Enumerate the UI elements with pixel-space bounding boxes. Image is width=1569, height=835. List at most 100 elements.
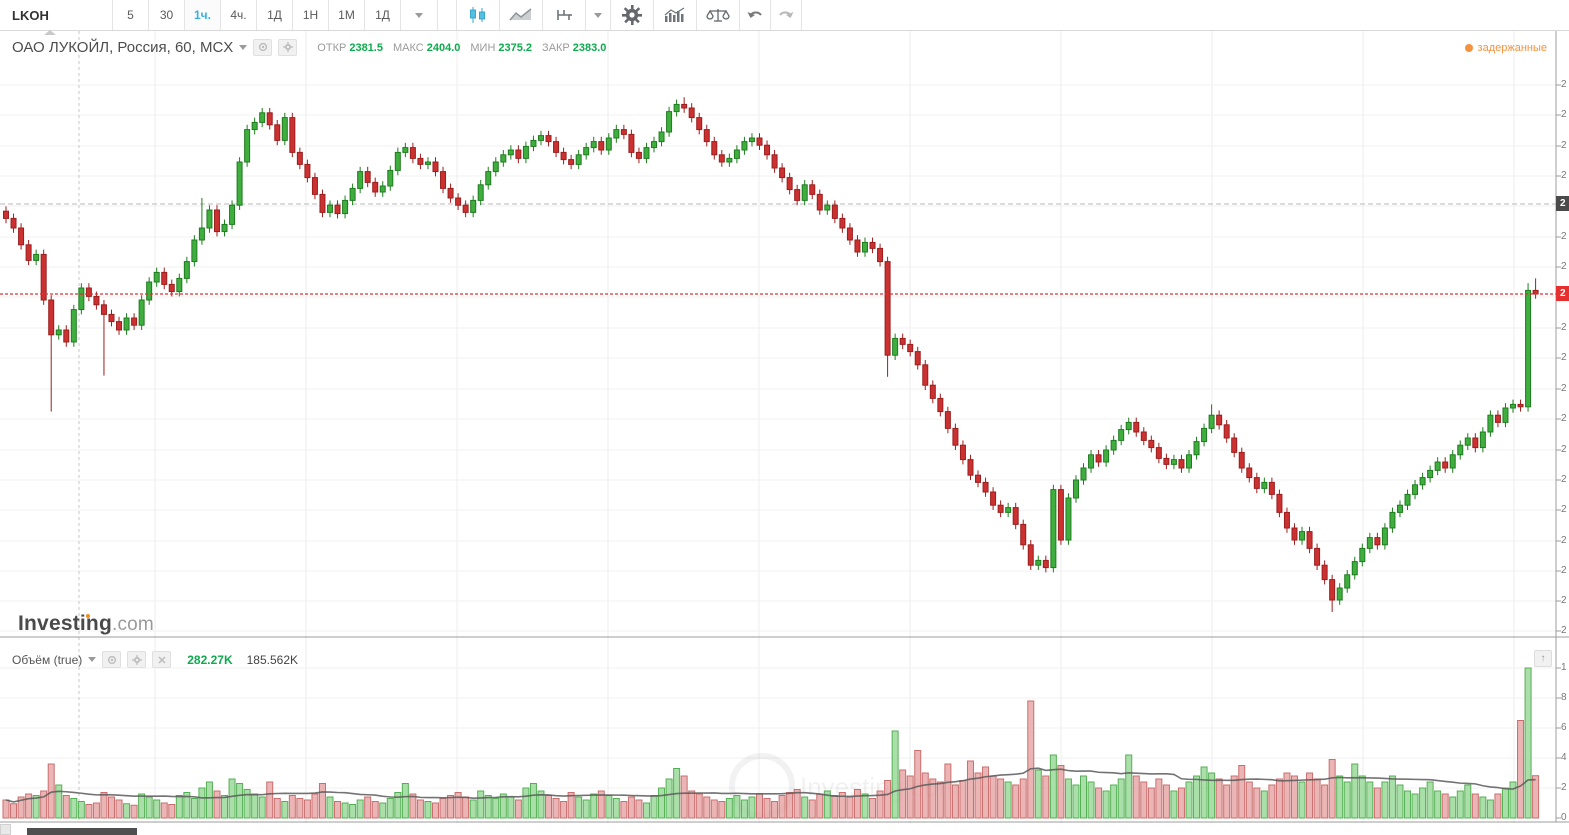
volume-bar xyxy=(522,787,530,819)
volume-bar xyxy=(1524,667,1532,819)
volume-visibility-chip[interactable] xyxy=(102,651,122,668)
volume-bar xyxy=(597,790,605,819)
redo-icon xyxy=(779,11,794,18)
volume-bar xyxy=(590,793,598,819)
chevron-down-icon[interactable] xyxy=(239,44,248,50)
volume-bar xyxy=(107,796,115,819)
line-style-button[interactable] xyxy=(500,0,543,30)
candle-body xyxy=(748,137,755,143)
candle-body xyxy=(846,227,853,241)
volume-bar xyxy=(1155,778,1163,819)
timeframe-button-1Д[interactable]: 1Д xyxy=(365,0,401,30)
candle-body xyxy=(289,117,296,153)
candle-body xyxy=(100,304,107,315)
candle-body xyxy=(70,309,77,343)
timeframe-button-4ч.[interactable]: 4ч. xyxy=(221,0,257,30)
volume-bar xyxy=(1441,793,1449,819)
candle-body xyxy=(1005,507,1012,513)
candle-body xyxy=(221,223,228,233)
candle-body xyxy=(1502,407,1509,423)
volume-bar xyxy=(951,784,959,819)
volume-close-chip[interactable] xyxy=(152,651,172,668)
volume-bar xyxy=(1471,793,1479,819)
scrollbar-corner[interactable] xyxy=(0,824,11,835)
volume-bar xyxy=(1426,781,1434,819)
chevron-down-icon[interactable] xyxy=(88,657,97,662)
timeframe-more-button[interactable] xyxy=(401,0,438,30)
volume-bar xyxy=(507,796,515,819)
undo-button[interactable] xyxy=(740,0,771,30)
candle-body xyxy=(1412,484,1419,495)
candle-body xyxy=(357,171,364,189)
interval-caret-button[interactable] xyxy=(586,0,611,30)
volume-bar xyxy=(906,775,914,819)
candle-body xyxy=(153,271,160,283)
volume-bar xyxy=(1411,793,1419,819)
candle-body xyxy=(1464,437,1471,446)
timeframe-button-1М[interactable]: 1М xyxy=(329,0,365,30)
volume-bar xyxy=(409,793,417,819)
volume-bar xyxy=(936,781,944,819)
candle-body xyxy=(3,210,9,219)
candle-body xyxy=(1344,574,1351,589)
indicators-button[interactable] xyxy=(654,0,697,30)
candle-body xyxy=(959,444,966,461)
volume-bar xyxy=(1434,790,1442,819)
timeframe-button-1Н[interactable]: 1Н xyxy=(293,0,329,30)
candle-body xyxy=(605,137,612,151)
visibility-chip[interactable] xyxy=(253,38,273,56)
expand-pane-button[interactable]: ↑ xyxy=(1534,650,1552,667)
candle-body xyxy=(311,177,318,195)
candle-body xyxy=(176,277,183,293)
volume-bar xyxy=(1381,781,1389,819)
candle-body xyxy=(1170,459,1177,465)
timeframe-button-1Д[interactable]: 1Д xyxy=(257,0,293,30)
candle-body xyxy=(1050,489,1057,569)
candle-body xyxy=(379,185,386,193)
candle-body xyxy=(1027,544,1034,566)
toolbar-spacer xyxy=(438,0,457,30)
volume-bar xyxy=(1501,787,1509,819)
symbol-input[interactable]: LKOH xyxy=(0,0,113,30)
volume-settings-chip[interactable] xyxy=(127,651,147,668)
volume-bar xyxy=(635,799,643,819)
scrollbar-handle[interactable] xyxy=(27,828,137,835)
candle-body xyxy=(116,321,123,331)
volume-bar xyxy=(1147,787,1155,819)
candle-body xyxy=(1389,511,1396,529)
candlestick-style-button[interactable] xyxy=(457,0,500,30)
timeframe-button-30[interactable]: 30 xyxy=(149,0,185,30)
volume-ma-value: 185.562K xyxy=(246,652,299,667)
volume-bar xyxy=(273,798,281,819)
candle-body xyxy=(327,204,334,213)
candle-body xyxy=(1178,459,1185,469)
candle-body xyxy=(10,217,17,229)
volume-ma-line xyxy=(5,767,1536,803)
delayed-data-badge: задержанные xyxy=(1464,42,1547,54)
volume-bar xyxy=(665,778,673,819)
redo-button[interactable] xyxy=(771,0,802,30)
candle-body xyxy=(93,295,100,306)
timeframe-button-5[interactable]: 5 xyxy=(113,0,149,30)
candle-body xyxy=(266,112,273,126)
volume-bar xyxy=(1464,784,1472,819)
candle-body xyxy=(1246,467,1253,479)
settings-chip[interactable] xyxy=(278,38,298,56)
scales-button[interactable] xyxy=(697,0,740,30)
timeframe-button-1ч.[interactable]: 1ч. xyxy=(185,0,221,30)
candle-body xyxy=(583,147,590,156)
candle-body xyxy=(1457,444,1464,456)
settings-button[interactable] xyxy=(611,0,654,30)
instrument-header: ОАО ЛУКОЙЛ, Россия, 60, MCX ОТКР 2381.5 М… xyxy=(12,38,606,56)
volume-bar xyxy=(884,780,892,819)
candle-body xyxy=(485,171,492,186)
candle-body xyxy=(696,117,703,131)
volume-bar xyxy=(899,769,907,819)
bar-interval-button[interactable] xyxy=(543,0,586,30)
candle-body xyxy=(816,193,823,211)
volume-bar xyxy=(1373,787,1381,819)
volume-bar xyxy=(793,789,801,819)
collapse-toolbar-icon[interactable] xyxy=(44,30,56,35)
candle-body xyxy=(500,154,507,163)
volume-bar xyxy=(627,796,635,819)
